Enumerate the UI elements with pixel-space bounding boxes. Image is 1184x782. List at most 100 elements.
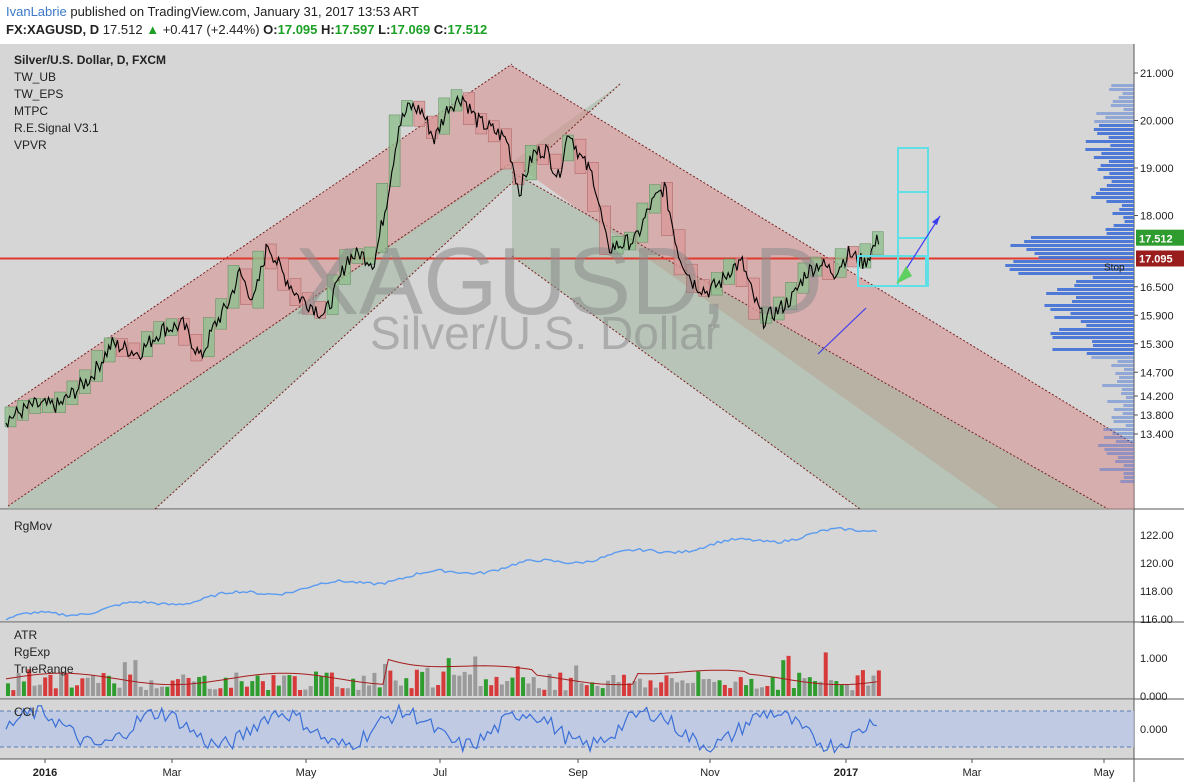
weekly-candle bbox=[537, 144, 550, 165]
price-tick-label: 13.800 bbox=[1140, 410, 1174, 422]
weekly-candle bbox=[549, 153, 562, 170]
true-range-bar bbox=[276, 685, 281, 696]
true-range-bar bbox=[770, 676, 775, 696]
true-range-bar bbox=[80, 678, 85, 696]
true-range-bar bbox=[722, 684, 727, 696]
weekly-candle bbox=[339, 249, 351, 285]
true-range-bar bbox=[685, 683, 690, 696]
volume-profile-bar bbox=[1124, 220, 1134, 223]
volume-profile-bar bbox=[1092, 344, 1134, 347]
channel-line bbox=[7, 161, 513, 507]
true-range-bar bbox=[388, 670, 393, 696]
stop-price-label: 17.095 bbox=[1139, 253, 1173, 265]
volume-profile-bar bbox=[1111, 364, 1134, 367]
high-value: 17.597 bbox=[334, 22, 375, 37]
rgmov-tick-label: 118.00 bbox=[1140, 586, 1173, 598]
true-range-bar bbox=[218, 688, 223, 696]
true-range-bar bbox=[335, 686, 340, 696]
true-range-bar bbox=[367, 685, 372, 696]
time-tick-label: Jul bbox=[433, 767, 447, 779]
volume-profile-bar bbox=[1106, 232, 1134, 235]
volume-profile-bar bbox=[1038, 256, 1134, 259]
true-range-bar bbox=[159, 686, 164, 696]
volume-profile-bar bbox=[1100, 164, 1134, 167]
true-range-bar bbox=[457, 675, 462, 696]
weekly-candle bbox=[376, 183, 388, 253]
volume-profile-bar bbox=[1125, 396, 1134, 399]
true-range-bar bbox=[542, 689, 547, 696]
true-range-bar bbox=[738, 677, 743, 696]
true-range-bar bbox=[584, 685, 589, 696]
true-range-bar bbox=[643, 687, 648, 696]
true-range-bar bbox=[298, 689, 303, 696]
true-range-bar bbox=[202, 675, 207, 696]
last-price-badge bbox=[1136, 229, 1184, 246]
true-range-bar bbox=[37, 684, 42, 696]
weekly-candle bbox=[165, 318, 178, 336]
weekly-candle bbox=[438, 97, 450, 135]
true-range-bar bbox=[478, 686, 483, 696]
true-range-bar bbox=[197, 676, 202, 696]
volume-profile-bar bbox=[1125, 424, 1134, 427]
true-range-bar bbox=[452, 674, 457, 696]
volume-profile-bar bbox=[1093, 156, 1134, 159]
true-range-bar bbox=[11, 690, 16, 696]
rgmov-tick-label: 122.00 bbox=[1140, 530, 1174, 542]
low-value: 17.069 bbox=[390, 22, 431, 37]
true-range-bar bbox=[32, 685, 37, 696]
weekly-candle bbox=[91, 350, 103, 382]
up-arrow-icon: ▲ bbox=[146, 22, 160, 37]
volume-profile-bar bbox=[1059, 328, 1134, 331]
true-range-bar bbox=[377, 687, 382, 696]
signal-triangle bbox=[896, 266, 912, 284]
true-range-bar bbox=[292, 676, 297, 696]
true-range-bar bbox=[436, 685, 441, 696]
open-label: O: bbox=[263, 22, 278, 37]
weekly-candle bbox=[723, 258, 735, 285]
rgmov-label: RgMov bbox=[14, 519, 52, 533]
volume-profile-bar bbox=[1103, 436, 1134, 439]
volume-profile-bar bbox=[1118, 96, 1134, 99]
true-range-bar bbox=[144, 689, 149, 696]
chart-header: IvanLabrie published on TradingView.com,… bbox=[0, 0, 1184, 44]
volume-profile-bar bbox=[1112, 212, 1134, 215]
true-range-bar bbox=[117, 687, 122, 696]
volume-profile-bar bbox=[1085, 148, 1134, 151]
volume-profile-bar bbox=[1044, 304, 1134, 307]
true-range-bar bbox=[340, 688, 345, 696]
true-range-bar bbox=[521, 677, 526, 696]
volume-profile-bar bbox=[1111, 84, 1134, 87]
volume-profile-bar bbox=[1096, 112, 1134, 115]
volume-profile-bar bbox=[1034, 252, 1134, 255]
stop-label: Stop bbox=[1104, 262, 1125, 273]
true-range-bar bbox=[229, 687, 234, 696]
volume-profile-bar bbox=[1117, 380, 1134, 383]
true-range-bar bbox=[266, 689, 271, 696]
symbol-label: FX:XAGUSD, D bbox=[6, 22, 100, 37]
true-range-bar bbox=[690, 682, 695, 696]
true-range-bar bbox=[712, 681, 717, 696]
low-label: L: bbox=[378, 22, 391, 37]
volume-profile-bar bbox=[1054, 316, 1134, 319]
rgmov-line bbox=[5, 526, 878, 621]
true-range-bar bbox=[728, 688, 733, 696]
true-range-bar bbox=[48, 674, 53, 696]
true-range-bar bbox=[775, 689, 780, 696]
volume-profile-bar bbox=[1076, 280, 1134, 283]
true-range-bar bbox=[260, 681, 265, 696]
true-range-bar bbox=[244, 686, 249, 696]
watermark-symbol: XAGUSD, D bbox=[295, 228, 823, 335]
time-tick-label: 2016 bbox=[33, 767, 57, 779]
true-range-bar bbox=[122, 662, 127, 696]
true-range-bar bbox=[75, 685, 80, 696]
true-range-bar bbox=[489, 685, 494, 696]
falling-channel-upper-band bbox=[512, 66, 1134, 509]
author-link[interactable]: IvanLabrie bbox=[6, 4, 67, 19]
weekly-candle bbox=[103, 337, 116, 363]
volume-profile-bar bbox=[1102, 384, 1134, 387]
true-range-bar bbox=[191, 681, 196, 696]
true-range-bar bbox=[515, 666, 520, 696]
atr-tick-label: 0.000 bbox=[1140, 691, 1168, 703]
volume-profile-bar bbox=[1099, 124, 1134, 127]
